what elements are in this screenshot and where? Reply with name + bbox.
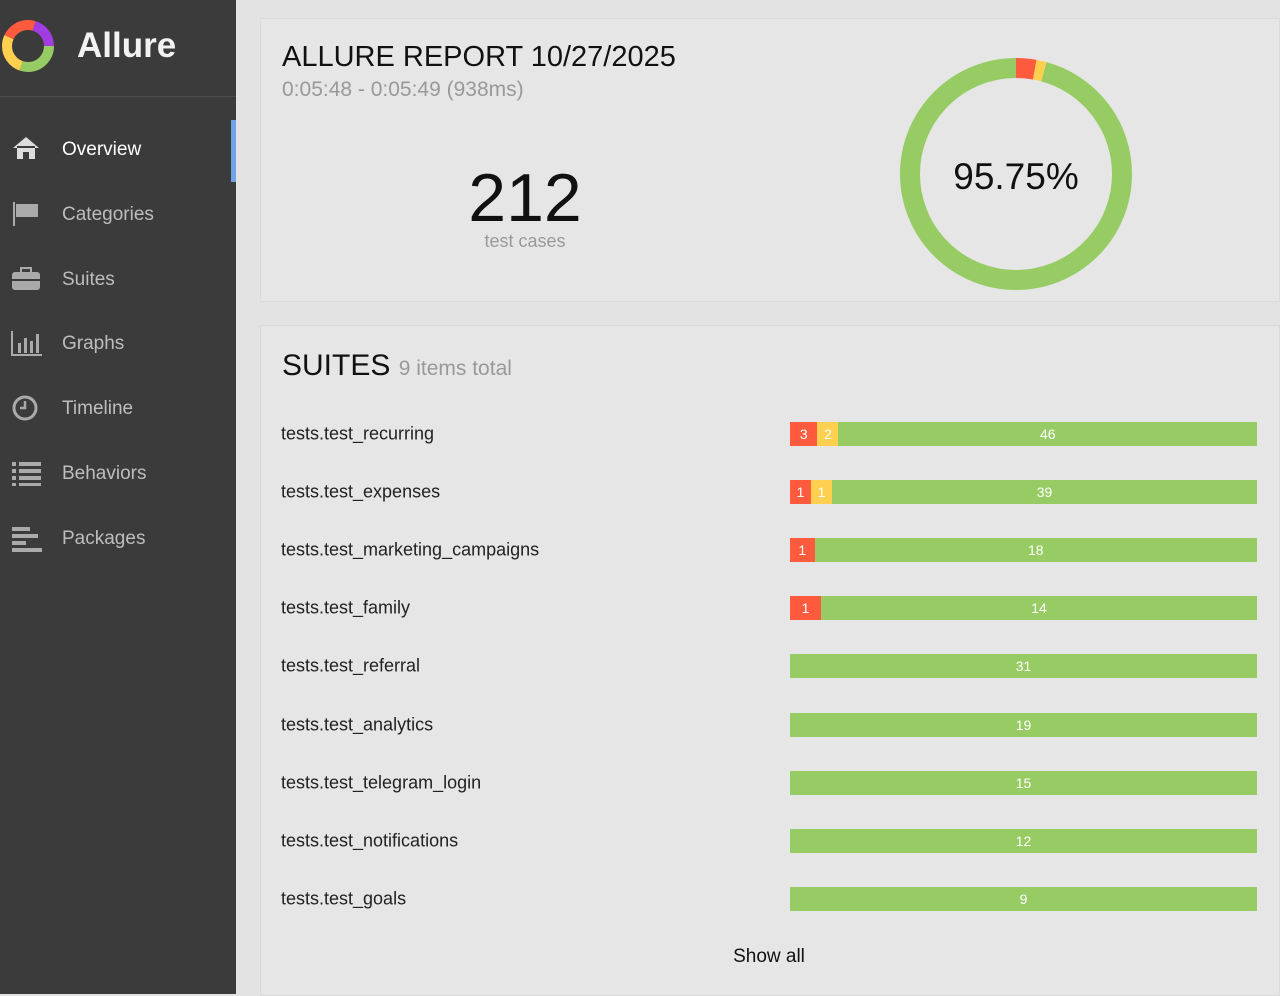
status-bar: 1 14 [790,596,1257,621]
suite-name[interactable]: tests.test_notifications [281,830,459,851]
bar-failed: 1 [790,538,815,563]
report-title: ALLURE REPORT 10/27/2025 [282,41,676,73]
suites-count: 9 items total [398,357,512,380]
nav-item[interactable]: Timeline [62,398,134,420]
nav-icon [12,395,38,421]
nav-item[interactable]: Packages [62,527,146,549]
bar-passed: 15 [790,770,1257,795]
status-bar: 3 2 46 [790,422,1257,446]
bar-broken: 2 [817,422,839,446]
suites-title-text: SUITES [282,349,391,382]
summary-card: ALLURE REPORT 10/27/2025 0:05:48 - 0:05:… [260,18,1280,302]
suite-name[interactable]: tests.test_marketing_campaigns [281,539,540,560]
bar-passed: 39 [832,480,1257,505]
bar-passed: 18 [814,538,1257,563]
status-bar: 1 18 [790,538,1257,563]
nav-item[interactable]: Suites [62,268,115,290]
bar-passed: 46 [838,422,1257,446]
suite-name[interactable]: tests.test_goals [281,888,407,909]
test-count: 212 [468,160,582,236]
nav-item[interactable]: Categories [62,203,154,225]
status-bar: 9 [790,886,1257,911]
suite-name[interactable]: tests.test_family [281,597,411,618]
bar-passed: 31 [790,654,1257,679]
suite-name[interactable]: tests.test_analytics [281,714,434,734]
suite-name[interactable]: tests.test_expenses [281,481,441,502]
bar-failed: 1 [790,596,822,621]
logo-text: Allure [77,26,177,65]
suite-name[interactable]: tests.test_recurring [281,423,435,444]
donut-passed [900,58,1132,290]
bar-failed: 3 [790,422,818,446]
nav-icon [12,526,42,552]
bar-passed: 12 [790,828,1257,853]
suite-name[interactable]: tests.test_telegram_login [281,772,482,793]
bar-broken: 1 [811,480,832,505]
test-count-label: test cases [484,231,566,251]
nav-icon [11,331,42,357]
bar-failed: 1 [790,480,811,505]
nav-item[interactable]: Graphs [62,333,125,355]
active-indicator [231,120,236,182]
bar-passed: 14 [821,596,1257,621]
donut [900,58,1132,290]
status-bar: 31 [790,654,1257,679]
success-percent: 95.75% [953,156,1079,197]
status-bar: 12 [790,828,1257,853]
nav-icon [13,137,39,159]
logo-icon [2,20,54,72]
report-time: 0:05:48 - 0:05:49 (938ms) [282,78,524,101]
suite-name[interactable]: tests.test_referral [281,655,421,676]
bar-passed: 19 [790,712,1257,737]
show-all[interactable]: Show all [733,946,805,967]
sidebar: Allure Overview Categories Suites Graphs Tim… [0,0,236,994]
status-bar: 1 1 39 [790,480,1257,505]
nav-icon [12,266,40,290]
separator [0,96,236,97]
nav-item[interactable]: Overview [62,139,142,160]
nav-icon [12,462,41,486]
suites-title: SUITES 9 items total [282,349,512,383]
bar-passed: 9 [790,886,1257,911]
nav-item[interactable]: Behaviors [62,463,147,484]
status-bar: 19 [790,712,1257,737]
status-bar: 15 [790,770,1257,795]
nav-icon [13,201,38,226]
